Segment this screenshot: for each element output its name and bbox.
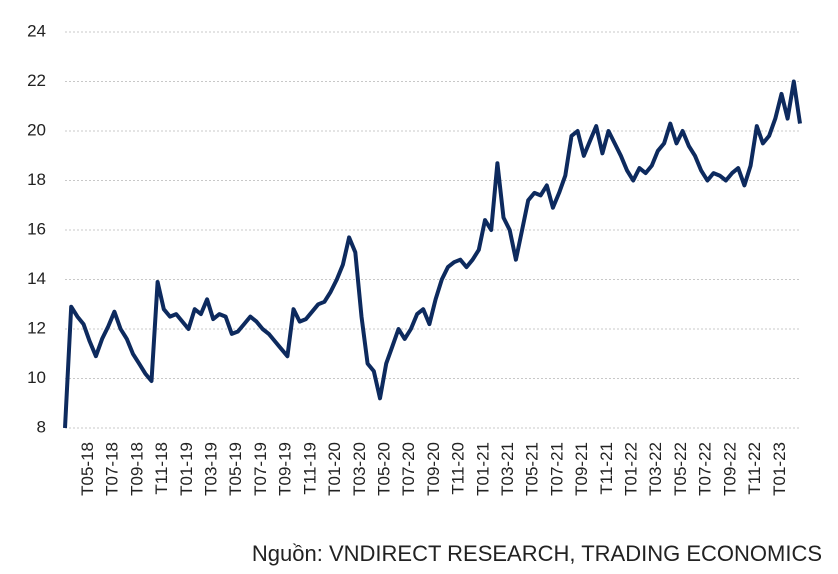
x-tick-label: T05-22 (671, 442, 690, 496)
x-tick-label: T07-22 (696, 442, 715, 496)
x-tick-label: T05-20 (374, 442, 393, 496)
x-tick-label: T01-23 (770, 442, 789, 496)
x-tick-label: T07-19 (251, 442, 270, 496)
y-tick-label: 22 (27, 71, 46, 90)
x-tick-label: T09-19 (276, 442, 295, 496)
x-tick-label: T11-22 (745, 442, 764, 495)
x-tick-label: T01-21 (473, 442, 492, 496)
x-tick-label: T09-22 (720, 442, 739, 496)
y-tick-label: 24 (27, 21, 46, 40)
x-tick-label: T05-19 (226, 442, 245, 496)
x-tick-label: T03-22 (646, 442, 665, 496)
x-tick-label: T11-19 (300, 442, 319, 495)
x-tick-label: T03-20 (350, 442, 369, 496)
x-tick-label: T05-21 (523, 442, 542, 496)
x-tick-label: T03-21 (498, 442, 517, 496)
x-tick-label: T11-21 (597, 442, 616, 495)
x-tick-label: T01-20 (325, 442, 344, 496)
y-tick-label: 18 (27, 170, 46, 189)
x-tick-label: T07-21 (547, 442, 566, 496)
x-tick-label: T09-21 (572, 442, 591, 496)
x-tick-label: T01-22 (622, 442, 641, 496)
x-tick-label: T09-18 (127, 442, 146, 496)
x-tick-label: T11-20 (449, 442, 468, 495)
y-tick-label: 14 (27, 269, 46, 288)
y-tick-label: 20 (27, 120, 46, 139)
y-tick-label: 12 (27, 318, 46, 337)
x-tick-label: T05-18 (78, 442, 97, 496)
x-tick-label: T07-18 (103, 442, 122, 496)
y-tick-label: 10 (27, 368, 46, 387)
line (63, 79, 802, 429)
x-tick-label: T11-18 (152, 442, 171, 495)
source: Nguồn: VNDIRECT RESEARCH, TRADING ECONOM… (252, 541, 822, 566)
y-tick-label: 8 (37, 417, 46, 436)
x-tick-label: T09-20 (424, 442, 443, 496)
y-tick-label: 16 (27, 219, 46, 238)
x-tick-label: T07-20 (399, 442, 418, 496)
x-tick-label: T03-19 (202, 442, 221, 496)
x-tick-label: T01-19 (177, 442, 196, 496)
